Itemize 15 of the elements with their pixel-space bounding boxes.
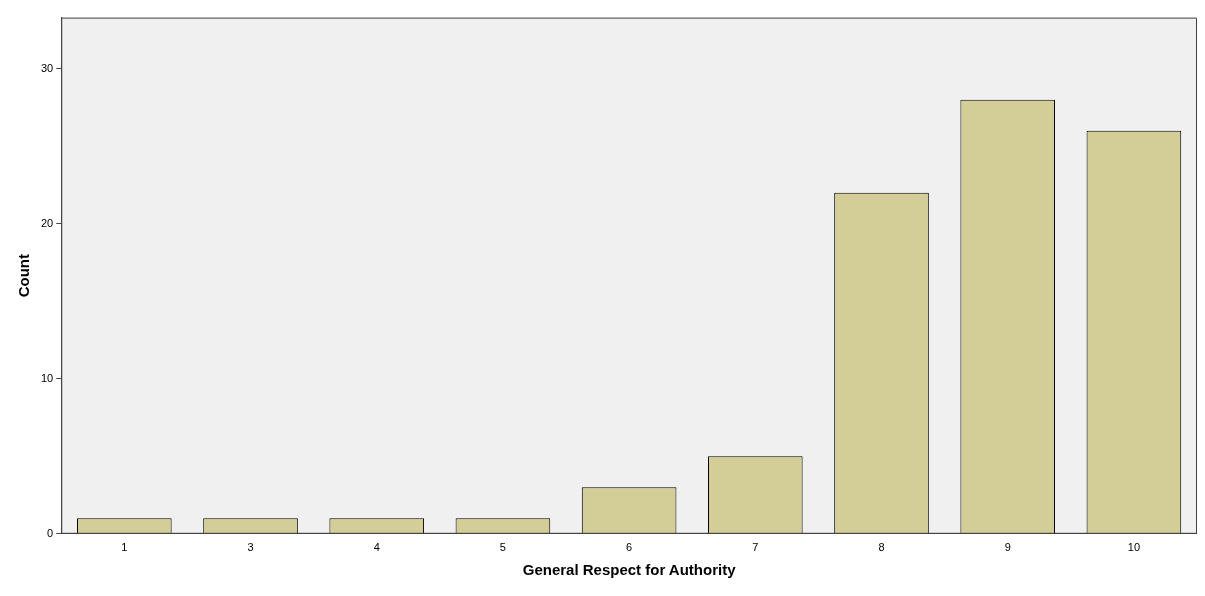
x-tick-label: 1 <box>121 541 128 554</box>
x-axis-title: General Respect for Authority <box>522 561 737 579</box>
y-tick-label: 20 <box>40 216 54 229</box>
y-tick-label: 0 <box>47 526 54 539</box>
x-tick-label: 5 <box>499 541 506 554</box>
x-tick-label: 7 <box>752 541 759 554</box>
y-axis-title: Count <box>15 254 33 298</box>
x-tick-label: 10 <box>1127 541 1141 554</box>
y-tick-label: 30 <box>40 61 54 74</box>
x-tick-label: 3 <box>247 541 254 554</box>
y-tick-label: 10 <box>40 371 54 384</box>
x-tick-label: 8 <box>878 541 885 554</box>
x-tick-label: 9 <box>1004 541 1011 554</box>
x-tick-label: 4 <box>373 541 380 554</box>
x-tick-label: 6 <box>626 541 633 554</box>
